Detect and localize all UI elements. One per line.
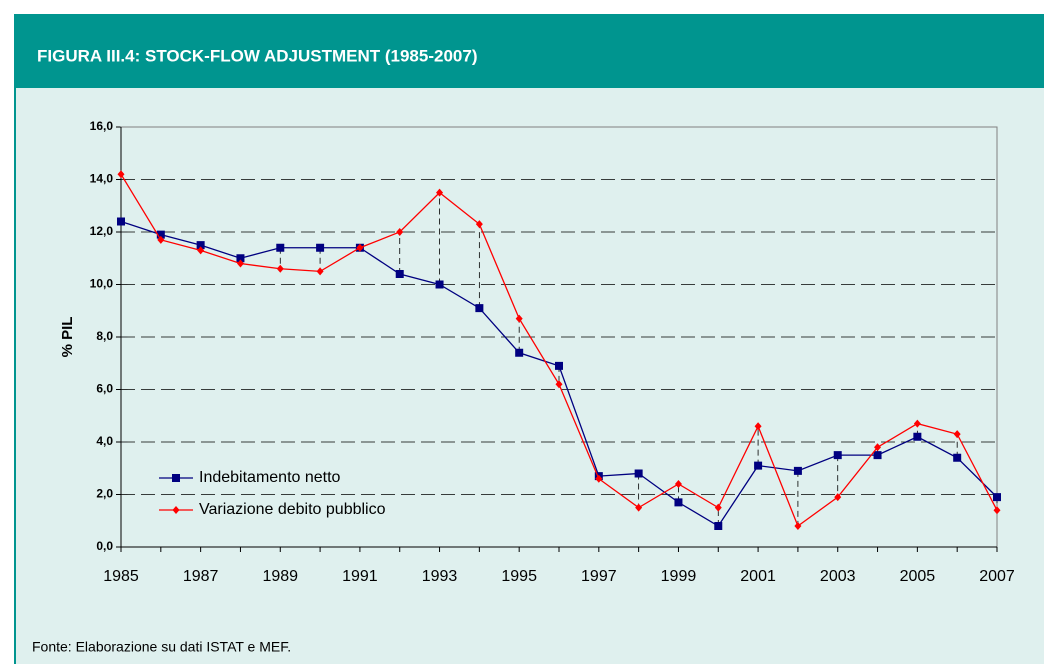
marker <box>833 451 842 460</box>
marker <box>913 432 922 441</box>
source-note: Fonte: Elaborazione su dati ISTAT e MEF. <box>32 639 291 655</box>
marker <box>276 264 284 273</box>
marker <box>794 522 802 530</box>
marker <box>236 254 245 263</box>
marker <box>754 461 763 470</box>
x-tick-label: 2005 <box>900 568 936 585</box>
marker <box>993 493 1001 502</box>
marker <box>515 314 523 323</box>
y-tick-label: 8,0 <box>96 329 113 343</box>
marker <box>634 469 643 478</box>
y-tick-label: 0,0 <box>96 539 113 553</box>
marker <box>874 443 882 452</box>
marker <box>172 474 180 482</box>
marker <box>993 506 1001 515</box>
marker <box>156 230 165 239</box>
x-tick-label: 1989 <box>262 568 298 585</box>
marker <box>953 453 962 462</box>
marker <box>117 217 125 226</box>
marker <box>316 267 324 276</box>
legend-label: Variazione debito pubblico <box>199 501 386 518</box>
marker <box>674 498 683 507</box>
x-tick-label: 1995 <box>501 568 537 585</box>
marker <box>197 246 205 255</box>
marker <box>395 270 404 278</box>
x-tick-label: 1999 <box>661 568 697 585</box>
marker <box>595 474 603 483</box>
y-tick-label: 16,0 <box>90 119 114 133</box>
marker <box>196 241 205 250</box>
marker <box>316 243 325 252</box>
marker <box>435 280 444 289</box>
y-tick-label: 4,0 <box>96 434 113 448</box>
marker <box>714 503 722 512</box>
marker <box>356 243 364 252</box>
marker <box>834 493 842 502</box>
y-tick-label: 12,0 <box>90 224 114 238</box>
marker <box>157 235 165 244</box>
x-tick-label: 2001 <box>740 568 776 585</box>
marker <box>515 348 524 357</box>
marker <box>635 503 643 512</box>
x-tick-label: 1987 <box>183 568 219 585</box>
marker <box>714 522 723 530</box>
y-tick-label: 14,0 <box>90 172 114 186</box>
y-tick-label: 10,0 <box>90 277 114 291</box>
marker <box>953 430 961 439</box>
x-tick-label: 2007 <box>979 568 1015 585</box>
marker <box>555 361 563 370</box>
marker <box>674 480 682 488</box>
x-tick-label: 1997 <box>581 568 617 585</box>
x-tick-label: 1993 <box>422 568 458 585</box>
legend-label: Indebitamento netto <box>199 469 341 486</box>
header-band <box>14 14 1044 88</box>
marker <box>873 451 882 460</box>
marker <box>475 304 484 313</box>
marker <box>555 380 563 389</box>
marker <box>793 466 802 475</box>
x-tick-label: 1985 <box>103 568 139 585</box>
x-tick-label: 2003 <box>820 568 856 585</box>
marker <box>236 259 244 268</box>
figure-title: FIGURA III.4: STOCK-FLOW ADJUSTMENT (198… <box>37 46 477 65</box>
marker <box>475 220 483 229</box>
y-tick-label: 2,0 <box>96 487 113 501</box>
marker <box>754 422 762 431</box>
marker <box>172 506 180 514</box>
y-tick-label: 6,0 <box>96 382 113 396</box>
x-tick-label: 1991 <box>342 568 378 585</box>
panel <box>14 14 1044 664</box>
marker <box>396 228 404 236</box>
marker <box>276 243 285 252</box>
marker <box>913 419 921 428</box>
y-axis-label: % PIL <box>59 317 76 358</box>
marker <box>117 170 125 179</box>
marker <box>436 188 444 197</box>
